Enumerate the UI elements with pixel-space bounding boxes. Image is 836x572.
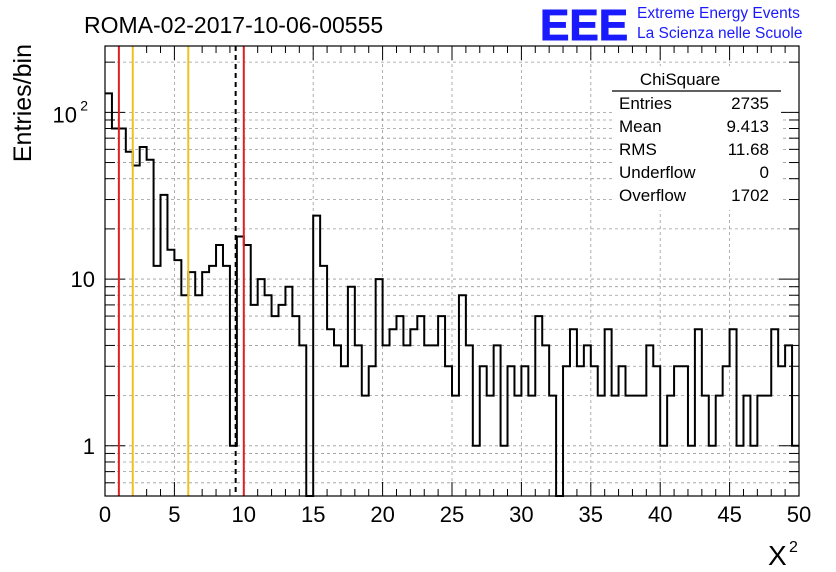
x-tick-label: 10 [232,502,256,527]
histogram-outline [105,92,799,497]
y-tick-label: 10 [71,267,95,292]
stats-row-label: RMS [619,140,657,159]
stats-row-label: Entries [619,94,672,113]
stats-row-label: Underflow [619,163,696,182]
y-tick-label-exponent: 2 [80,97,88,113]
chart-title: ROMA-02-2017-10-06-00555 [84,12,383,38]
stats-row-value: 1702 [731,186,769,205]
x-tick-label: 30 [509,502,533,527]
x-tick-label: 45 [717,502,741,527]
marker-lines [117,46,245,496]
logo-line-2: La Scienza nelle Scuole [637,25,802,42]
stats-row-value: 0 [760,163,769,182]
y-tick-label: 10 [53,102,77,127]
logo-mark: EEE [540,1,628,50]
stats-box-title: ChiSquare [640,70,720,89]
logo-line-1: Extreme Energy Events [637,5,800,22]
stats-row-value: 11.68 [728,140,769,159]
x-tick-label: 0 [99,502,111,527]
x-tick-label: 35 [579,502,603,527]
x-axis-label: X [768,540,787,571]
stats-box: ChiSquare Entries 2735 Mean 9.413 RMS 11.68 Un… [612,66,781,210]
stats-row-label: Overflow [619,186,687,205]
x-tick-label: 5 [168,502,180,527]
y-axis-label: Entries/bin [9,44,37,162]
stats-box-background [612,66,781,210]
y-tick-label: 1 [83,434,95,459]
stats-row-label: Mean [619,117,662,136]
x-tick-label: 25 [440,502,464,527]
x-tick-label: 50 [787,502,811,527]
eee-logo: EEE Extreme Energy Events La Scienza nel… [540,1,803,51]
x-tick-label: 40 [648,502,672,527]
histogram-bars [105,92,799,497]
stats-row-value: 2735 [731,94,769,113]
x-tick-label: 20 [370,502,394,527]
x-tick-label: 15 [301,502,325,527]
stats-row-value: 9.413 [726,117,769,136]
plot-frame [104,45,800,497]
x-axis-label-superscript: 2 [789,539,798,556]
